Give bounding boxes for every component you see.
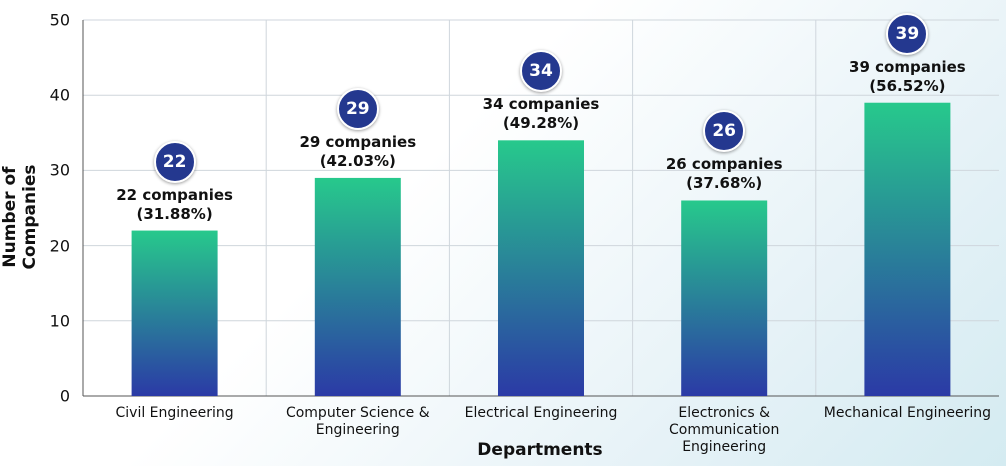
- y-tick-label: 20: [49, 236, 70, 256]
- x-tick-label: Mechanical Engineering: [823, 405, 991, 421]
- y-tick-label: 50: [49, 10, 70, 30]
- value-badge: 29: [336, 87, 379, 130]
- value-label: 22 companies (31.88%): [116, 185, 233, 223]
- y-axis-label: Number of Companies: [0, 164, 40, 270]
- value-badge: 39: [886, 12, 929, 55]
- bar: [864, 102, 951, 396]
- x-tick-label: Electronics & Communication Engineering: [669, 405, 780, 455]
- bar: [131, 230, 218, 396]
- x-tick-label: Electrical Engineering: [464, 405, 618, 421]
- x-tick-label: Computer Science & Engineering: [285, 405, 430, 438]
- bar: [314, 177, 401, 396]
- y-tick-label: 40: [49, 85, 70, 105]
- y-tick-label: 30: [49, 160, 70, 180]
- value-label: 34 companies (49.28%): [482, 95, 600, 133]
- bar: [498, 140, 584, 396]
- y-tick-label: 10: [49, 311, 70, 331]
- x-axis-label: Departments: [477, 440, 603, 460]
- value-badge: 26: [703, 110, 746, 153]
- y-tick-label: 0: [59, 386, 70, 406]
- x-tick-label: Civil Engineering: [115, 405, 234, 421]
- value-badge: 22: [153, 140, 196, 183]
- value-label: 26 companies (37.68%): [665, 155, 783, 193]
- bar: [681, 200, 768, 396]
- value-label: 39 companies (56.52%): [849, 57, 966, 95]
- value-badge: 34: [520, 50, 562, 93]
- value-label: 29 companies (42.03%): [299, 132, 417, 170]
